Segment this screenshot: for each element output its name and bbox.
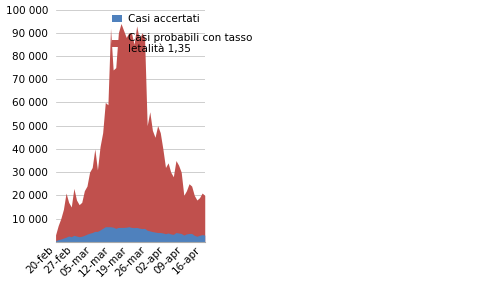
Legend: Casi accertati, Casi probabili con tasso
letalità 1,35: Casi accertati, Casi probabili con tasso… <box>108 10 256 59</box>
